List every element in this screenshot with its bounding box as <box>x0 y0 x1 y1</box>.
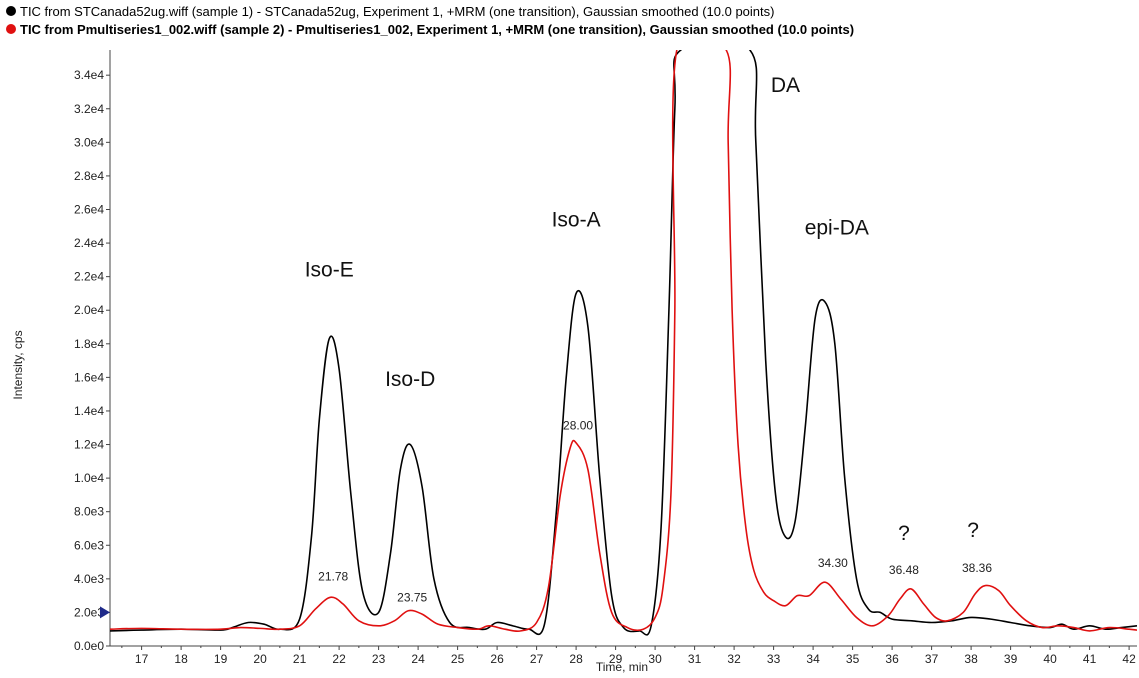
x-tick-label: 22 <box>332 652 346 666</box>
y-tick-label: 2.0e3 <box>74 605 104 619</box>
y-tick-label: 1.0e4 <box>74 471 104 485</box>
y-tick-label: 4.0e3 <box>74 572 104 586</box>
x-axis-label: Time, min <box>596 660 648 674</box>
peak-time-label: 21.78 <box>318 570 348 584</box>
y-tick-label: 2.2e4 <box>74 270 104 284</box>
series-line-2 <box>110 50 1137 633</box>
peak-name-label: Iso-A <box>552 208 601 231</box>
x-tick-label: 42 <box>1122 652 1136 666</box>
y-tick-label: 1.2e4 <box>74 438 104 452</box>
x-tick-label: 17 <box>135 652 149 666</box>
y-tick-label: 2.8e4 <box>74 169 104 183</box>
series-layer <box>110 50 1137 636</box>
x-tick-label: 26 <box>490 652 504 666</box>
peak-name-label: DA <box>771 74 800 97</box>
legend-item-sample-2: TIC from Pmultiseries1_002.wiff (sample … <box>6 20 1136 38</box>
x-tick-label: 33 <box>767 652 781 666</box>
y-tick-label: 3.2e4 <box>74 102 104 116</box>
legend-dot-icon <box>6 6 16 16</box>
x-tick-label: 35 <box>846 652 860 666</box>
y-tick-label: 6.0e3 <box>74 538 104 552</box>
x-tick-label: 27 <box>530 652 544 666</box>
peak-name-label: epi-DA <box>805 217 869 240</box>
y-tick-label: 0.0e0 <box>74 639 104 653</box>
x-tick-label: 24 <box>411 652 425 666</box>
x-tick-label: 36 <box>885 652 899 666</box>
x-tick-label: 28 <box>569 652 583 666</box>
x-tick-label: 40 <box>1043 652 1057 666</box>
baseline-marker-icon <box>100 606 110 619</box>
legend: TIC from STCanada52ug.wiff (sample 1) - … <box>6 2 1136 38</box>
legend-item-sample-1: TIC from STCanada52ug.wiff (sample 1) - … <box>6 2 1136 20</box>
x-tick-label: 34 <box>806 652 820 666</box>
x-tick-label: 41 <box>1083 652 1097 666</box>
y-tick-label: 2.6e4 <box>74 202 104 216</box>
axes: 0.0e0 2.0e3 4.0e3 6.0e3 8.0e3 1.0e4 1.2e4 1.4e4… <box>74 50 1137 666</box>
peak-time-label: 34.30 <box>818 556 848 570</box>
legend-label: TIC from STCanada52ug.wiff (sample 1) - … <box>20 3 775 19</box>
x-tick-label: 20 <box>253 652 267 666</box>
peak-name-label: Iso-E <box>305 259 354 282</box>
x-tick-label: 30 <box>648 652 662 666</box>
series-line-1 <box>110 50 1137 636</box>
y-tick-label: 8.0e3 <box>74 505 104 519</box>
x-tick-label: 21 <box>293 652 307 666</box>
x-tick-label: 23 <box>372 652 386 666</box>
x-tick-label: 38 <box>964 652 978 666</box>
legend-dot-icon <box>6 24 16 34</box>
x-tick-label: 37 <box>925 652 939 666</box>
annotations: Iso-E Iso-D Iso-A DA epi-DA? ? 21.78 23.75 28.00… <box>305 74 993 605</box>
y-tick-label: 3.4e4 <box>74 68 104 82</box>
peak-name-label: Iso-D <box>385 368 435 391</box>
peak-name-label: ? <box>967 519 979 542</box>
x-tick-label: 25 <box>451 652 465 666</box>
y-tick-label: 1.6e4 <box>74 370 104 384</box>
y-tick-label: 2.0e4 <box>74 303 104 317</box>
x-tick-label: 31 <box>688 652 702 666</box>
legend-label: TIC from Pmultiseries1_002.wiff (sample … <box>20 21 855 37</box>
peak-time-label: 28.00 <box>563 418 593 432</box>
peak-time-label: 36.48 <box>889 563 919 577</box>
y-tick-label: 3.0e4 <box>74 135 104 149</box>
peak-time-label: 38.36 <box>962 561 992 575</box>
y-tick-label: 2.4e4 <box>74 236 104 250</box>
y-tick-label: 1.8e4 <box>74 337 104 351</box>
peak-time-label: 23.75 <box>397 591 427 605</box>
y-axis-label: Intensity, cps <box>11 330 25 399</box>
x-tick-label: 18 <box>174 652 188 666</box>
x-tick-label: 19 <box>214 652 228 666</box>
x-tick-label: 32 <box>727 652 741 666</box>
y-tick-label: 1.4e4 <box>74 404 104 418</box>
x-tick-label: 39 <box>1004 652 1018 666</box>
x-tick-label: 29 <box>609 652 623 666</box>
peak-name-label: ? <box>898 522 910 545</box>
